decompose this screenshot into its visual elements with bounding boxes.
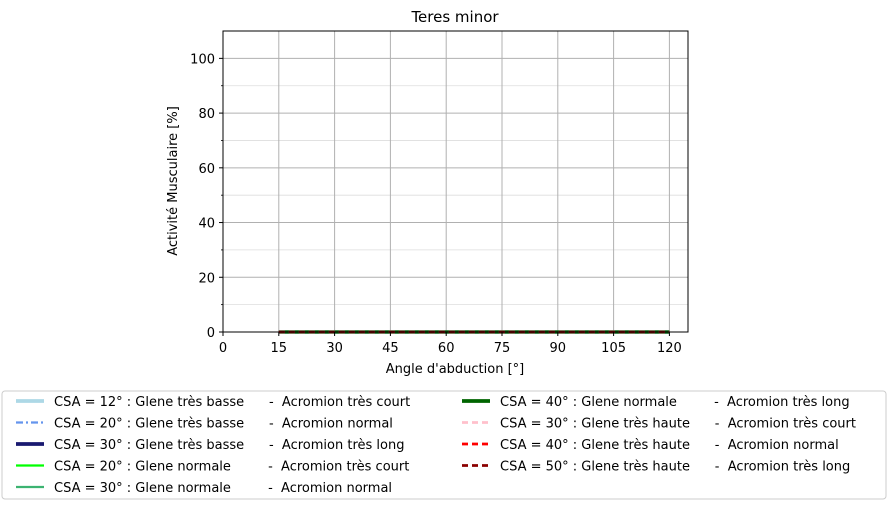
legend-label-9: CSA = 50° : Glene très haute - Acromion … — [500, 460, 850, 475]
grid — [222, 31, 688, 333]
plot-frame — [222, 30, 689, 333]
y-tick-label: 100 — [190, 52, 215, 67]
x-tick-label: 0 — [219, 341, 227, 356]
x-tick-label: 60 — [438, 341, 455, 356]
x-axis-label: Angle d'abduction [°] — [386, 362, 525, 377]
legend: CSA = 12° : Glene très basse - Acromion … — [16, 395, 856, 496]
legend-box — [1, 390, 887, 500]
legend-label-7: CSA = 30° : Glene très haute - Acromion … — [500, 417, 856, 432]
y-axis-label: Activité Musculaire [%] — [166, 106, 181, 256]
x-tick-label: 120 — [657, 341, 682, 356]
y-tick-label: 20 — [198, 271, 215, 286]
legend-label-3: CSA = 30° : Glene très basse - Acromion … — [54, 438, 404, 453]
x-tick-label: 15 — [271, 341, 288, 356]
legend-label-1: CSA = 12° : Glene très basse - Acromion … — [54, 395, 410, 410]
x-axis: 0 15 30 45 60 75 90 105 120 — [219, 332, 682, 356]
y-tick-label: 60 — [198, 162, 215, 177]
legend-label-2: CSA = 20° : Glene très basse - Acromion … — [54, 417, 393, 432]
x-tick-label: 75 — [494, 341, 511, 356]
x-tick-label: 90 — [550, 341, 567, 356]
legend-label-4: CSA = 20° : Glene normale - Acromion trè… — [54, 460, 409, 475]
chart-title: Teres minor — [410, 8, 499, 26]
y-tick-label: 80 — [198, 107, 215, 122]
y-tick-label: 40 — [198, 217, 215, 232]
legend-label-8: CSA = 40° : Glene très haute - Acromion … — [500, 438, 839, 453]
x-tick-label: 45 — [382, 341, 399, 356]
y-axis: 0 20 40 60 80 100 — [190, 52, 223, 341]
y-tick-label: 0 — [207, 326, 215, 341]
legend-label-6: CSA = 40° : Glene normale - Acromion trè… — [500, 395, 850, 410]
x-tick-label: 30 — [326, 341, 343, 356]
x-tick-label: 105 — [601, 341, 626, 356]
legend-label-5: CSA = 30° : Glene normale - Acromion nor… — [54, 481, 392, 496]
